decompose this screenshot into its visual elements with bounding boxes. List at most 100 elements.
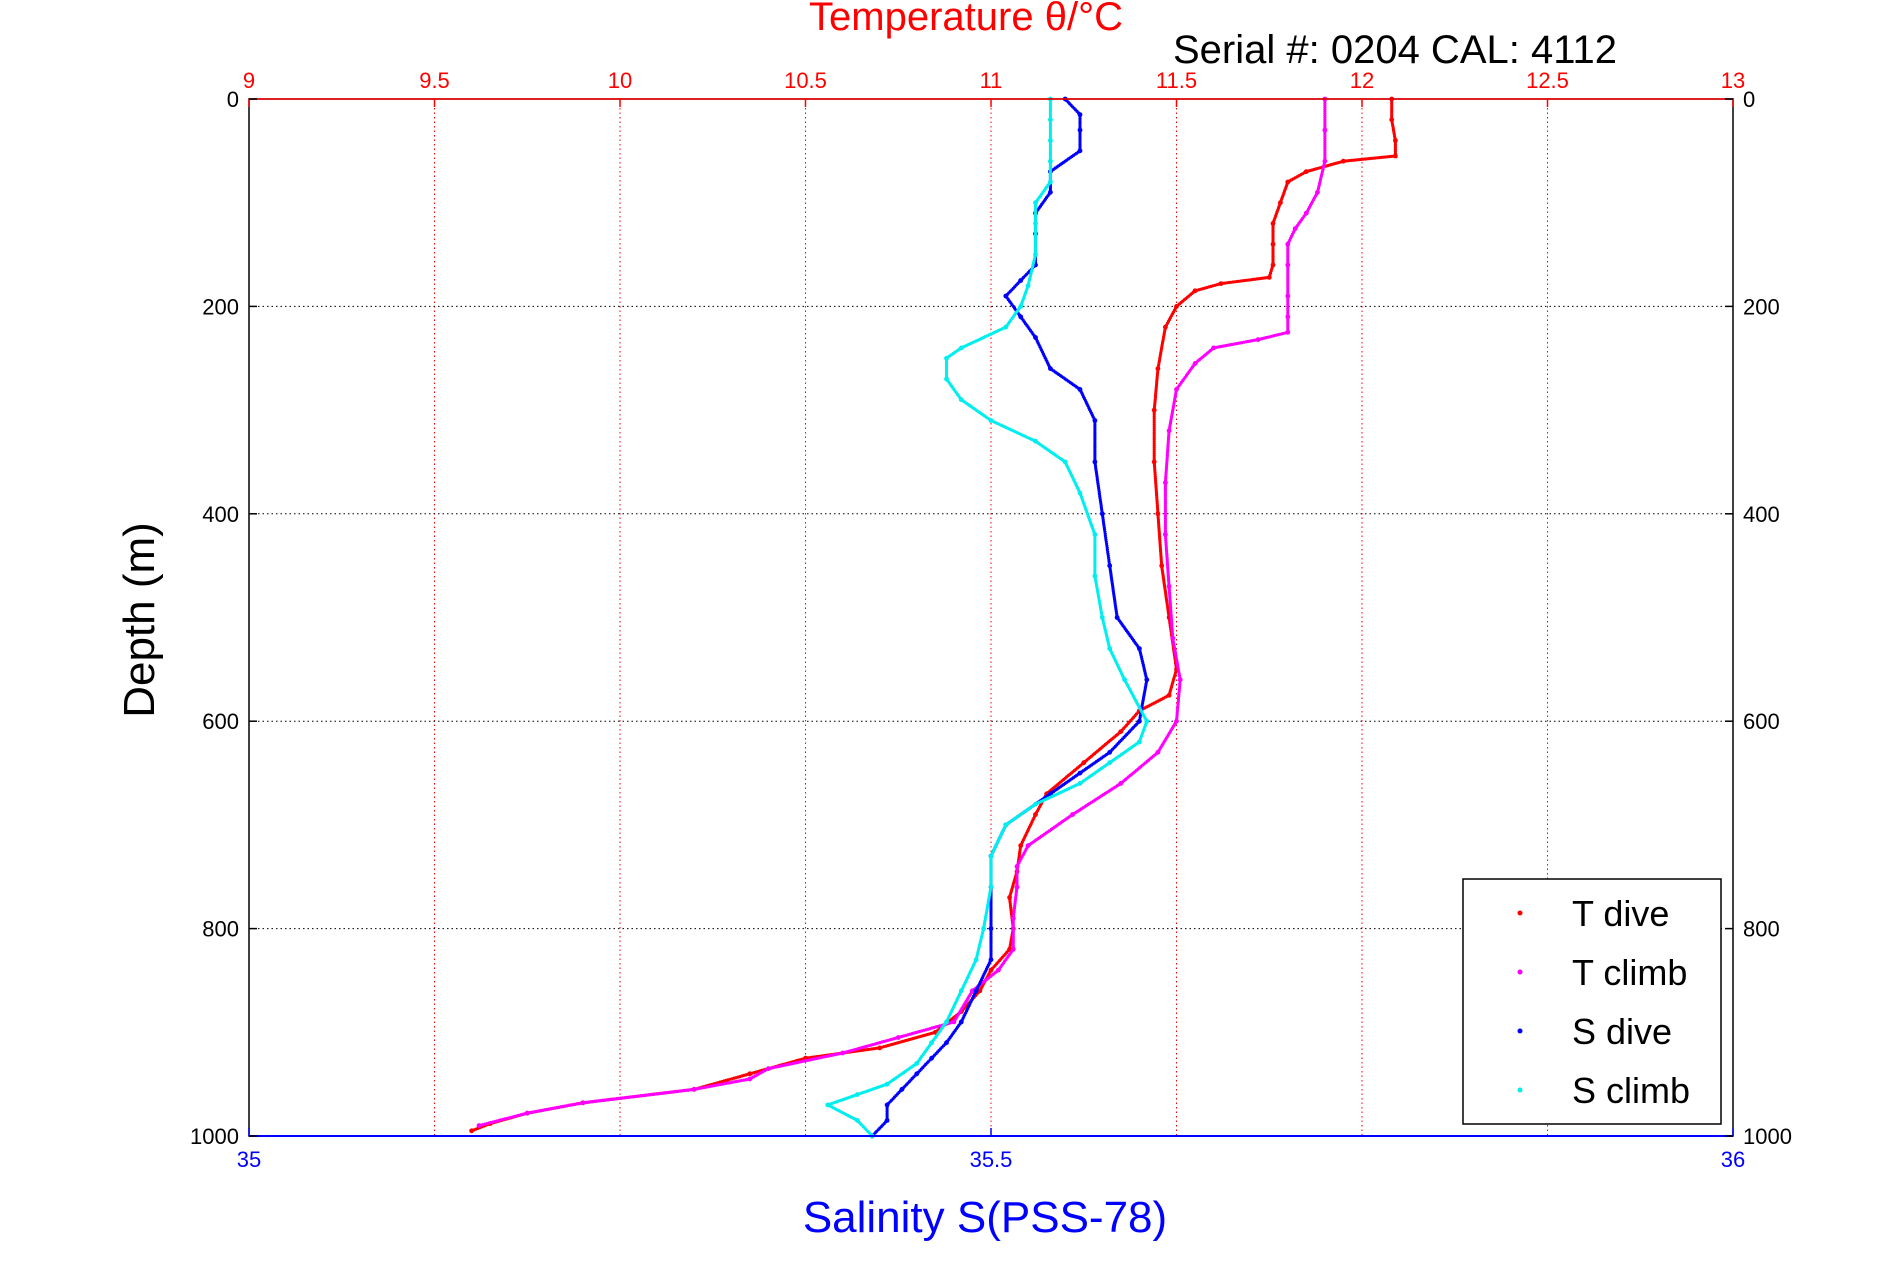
- series-s-dive: [869, 96, 1150, 1139]
- series-trace-segment: [1272, 203, 1282, 224]
- series-trace-segment: [1050, 772, 1081, 795]
- legend-label-s-climb: S climb: [1572, 1070, 1690, 1111]
- series-trace-segment: [960, 959, 977, 991]
- series-trace-segment: [880, 1031, 936, 1049]
- legend-marker-t-dive: [1517, 910, 1523, 916]
- series-trace-segment: [887, 1063, 917, 1085]
- series-trace-segment: [1109, 648, 1126, 680]
- series-trace-segment: [828, 1104, 858, 1122]
- series-trace-segment: [990, 825, 1007, 856]
- legend-marker-t-climb: [1517, 969, 1523, 975]
- series-trace-segment: [872, 1120, 888, 1136]
- series-trace-segment: [1080, 751, 1110, 774]
- series-trace-segment: [1176, 290, 1196, 307]
- series-trace-segment: [583, 1088, 694, 1105]
- series-trace-segment: [1120, 710, 1140, 732]
- series-trace-segment: [946, 379, 962, 400]
- series-trace-segment: [1011, 887, 1019, 918]
- series-trace-segment: [1175, 680, 1182, 721]
- series-trace-segment: [694, 1077, 750, 1091]
- series-trace-segment: [1028, 814, 1073, 847]
- series-trace-segment: [1176, 363, 1196, 390]
- series-trace-segment: [857, 1083, 887, 1096]
- series-trace-segment: [1050, 368, 1081, 390]
- series-trace-segment: [887, 1089, 903, 1105]
- series-trace-segment: [843, 1036, 898, 1055]
- top-tick-label: 9.5: [419, 68, 450, 93]
- left-tick-label: 600: [202, 709, 239, 734]
- series-trace-segment: [931, 1042, 947, 1059]
- series-trace-segment: [1005, 306, 1022, 327]
- legend-box: [1462, 878, 1722, 1125]
- left-tick-label: 800: [202, 917, 239, 942]
- series-trace-segment: [1072, 782, 1121, 815]
- series-trace-segment: [1035, 440, 1066, 463]
- series-trace-segment: [1020, 316, 1036, 338]
- series-trace-segment: [768, 1051, 843, 1070]
- series-trace-segment: [527, 1101, 583, 1115]
- legend-label-t-dive: T dive: [1572, 893, 1669, 934]
- top-tick-label: 9: [243, 68, 255, 93]
- series-trace-segment: [1163, 431, 1171, 483]
- series-trace-segment: [1156, 514, 1164, 566]
- chart-title: Temperature θ/°C: [809, 0, 1123, 39]
- series-trace-segment: [1268, 265, 1274, 277]
- series-trace-segment: [901, 1073, 917, 1090]
- series-trace-segment: [1171, 638, 1182, 680]
- series-trace-segment: [975, 929, 985, 960]
- series-trace-segment: [1080, 762, 1110, 784]
- series-trace-segment: [1079, 493, 1096, 535]
- series-trace-segment: [1195, 282, 1221, 292]
- series-trace-segment: [1005, 803, 1036, 826]
- series-trace-segment: [1390, 120, 1397, 140]
- series-trace-segment: [1016, 845, 1029, 867]
- top-tick-label: 13: [1721, 68, 1745, 93]
- series-trace-segment: [857, 1120, 873, 1136]
- series-trace-segment: [990, 949, 1010, 971]
- right-axis-ticks: 0 200 400 600 800 1000: [1725, 87, 1792, 1149]
- series-s-climb: [825, 96, 1150, 1139]
- left-tick-label: 0: [227, 87, 239, 112]
- series-trace-segment: [1101, 618, 1111, 649]
- series-trace-segment: [1305, 192, 1319, 213]
- series-trace-segment: [1214, 338, 1258, 350]
- legend-label-t-climb: T climb: [1572, 952, 1687, 993]
- series-trace-segment: [991, 419, 1036, 442]
- series-trace-segment: [953, 990, 974, 1022]
- series-trace-segment: [1034, 337, 1052, 369]
- series-trace-segment: [1005, 280, 1021, 297]
- series-trace-segment: [1050, 150, 1081, 172]
- series-trace-segment: [1046, 762, 1084, 795]
- legend-item-t-dive: T dive: [1517, 893, 1669, 934]
- left-tick-label: 1000: [190, 1124, 239, 1149]
- series-trace-segment: [1035, 182, 1051, 203]
- right-tick-label: 800: [1743, 917, 1780, 942]
- series-trace-segment: [1167, 389, 1178, 431]
- left-axis-ticks: 0 200 400 600 800 1000: [190, 87, 257, 1149]
- series-trace-segment: [1138, 721, 1148, 742]
- series-trace-segment: [1079, 389, 1096, 421]
- series-trace-segment: [982, 887, 993, 929]
- series-trace-segment: [931, 1022, 947, 1043]
- right-tick-label: 1000: [1743, 1124, 1792, 1149]
- series-trace-segment: [1168, 669, 1178, 695]
- series-t-climb: [476, 96, 1328, 1128]
- bottom-axis-ticks: 35 35.5 36: [237, 1128, 1745, 1172]
- series-trace-segment: [916, 1058, 932, 1074]
- series-trace-segment: [1138, 649, 1148, 680]
- series-trace-segment: [916, 1042, 933, 1064]
- chart-subtitle: Serial #: 0204 CAL: 4112: [1173, 28, 1617, 72]
- series-trace-segment: [1288, 171, 1307, 183]
- series-trace-segment: [1279, 182, 1289, 203]
- series-trace-segment: [1343, 154, 1396, 163]
- series-trace-segment: [1157, 721, 1178, 753]
- series-trace-segment: [1027, 255, 1037, 286]
- series-trace-segment: [1156, 327, 1167, 369]
- right-tick-label: 200: [1743, 294, 1780, 319]
- series-trace-segment: [1195, 347, 1214, 364]
- top-tick-label: 12: [1350, 68, 1374, 93]
- series-trace-segment: [961, 399, 992, 421]
- series-trace-segment: [1019, 285, 1030, 307]
- legend-item-s-dive: S dive: [1517, 1011, 1672, 1052]
